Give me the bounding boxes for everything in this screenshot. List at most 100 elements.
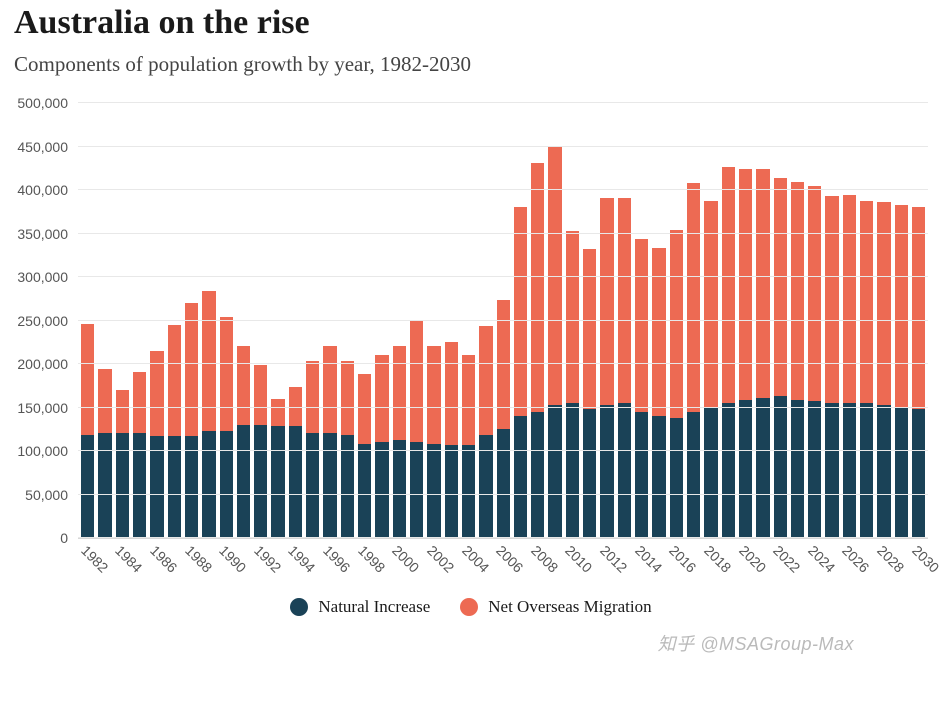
bar-segment-natural-increase [202,431,215,538]
bar: 2000 [393,103,406,538]
x-axis-label: 2008 [528,542,561,575]
bar-segment-net-overseas-migration [652,248,665,416]
x-axis-label: 2018 [701,542,734,575]
gridline [78,537,928,538]
bar: 2014 [635,103,648,538]
bar [202,103,215,538]
bar-segment-net-overseas-migration [756,169,769,398]
x-axis-label: 2026 [840,542,873,575]
bar-segment-natural-increase [652,416,665,538]
bar-segment-natural-increase [548,405,561,538]
bar-segment-net-overseas-migration [358,374,371,444]
bar: 2008 [531,103,544,538]
bar-segment-natural-increase [531,412,544,538]
bar [271,103,284,538]
bar-segment-net-overseas-migration [687,183,700,411]
bar-segment-net-overseas-migration [116,390,129,434]
bar [479,103,492,538]
bar: 2016 [670,103,683,538]
bar: 2006 [497,103,510,538]
bar [168,103,181,538]
bar-segment-net-overseas-migration [220,317,233,430]
bar: 2028 [877,103,890,538]
bar-segment-net-overseas-migration [341,361,354,435]
bar-segment-natural-increase [843,403,856,538]
bar: 2002 [427,103,440,538]
bar [652,103,665,538]
bar-segment-net-overseas-migration [912,207,925,409]
legend-label-net-overseas-migration: Net Overseas Migration [488,597,651,617]
y-axis-label: 200,000 [17,356,78,372]
bar-group: 1982198419861988199019921994199619982000… [78,103,928,538]
bar-segment-natural-increase [410,442,423,538]
y-axis-label: 150,000 [17,400,78,416]
bar-segment-net-overseas-migration [566,231,579,403]
legend: Natural Increase Net Overseas Migration [14,597,928,617]
chart-container: Australia on the rise Components of popu… [0,0,942,712]
x-axis-label: 1986 [147,542,180,575]
bar [98,103,111,538]
bar [756,103,769,538]
bar-segment-net-overseas-migration [739,169,752,400]
bar-segment-net-overseas-migration [393,346,406,440]
bar: 2026 [843,103,856,538]
y-axis-label: 250,000 [17,313,78,329]
x-axis-label: 2006 [493,542,526,575]
bar-segment-natural-increase [427,444,440,538]
bar-segment-natural-increase [670,418,683,538]
x-axis-label: 2002 [424,542,457,575]
bar: 1984 [116,103,129,538]
bar-segment-natural-increase [254,425,267,538]
bar-segment-net-overseas-migration [600,198,613,405]
gridline [78,494,928,495]
bar [825,103,838,538]
bar: 1994 [289,103,302,538]
bar-segment-natural-increase [618,403,631,538]
bar-segment-net-overseas-migration [410,320,423,442]
bar-segment-natural-increase [895,407,908,538]
legend-swatch-net-overseas-migration [460,598,478,616]
x-axis-label: 1994 [286,542,319,575]
x-axis-label: 2014 [632,542,665,575]
bar-segment-net-overseas-migration [895,205,908,407]
bar-segment-net-overseas-migration [618,198,631,403]
legend-label-natural-increase: Natural Increase [318,597,430,617]
bar [514,103,527,538]
bar-segment-net-overseas-migration [531,163,544,412]
bar [618,103,631,538]
bar-segment-natural-increase [566,403,579,538]
y-axis-label: 450,000 [17,139,78,155]
gridline [78,450,928,451]
watermark-brand: 知乎 [658,634,695,654]
bar-segment-natural-increase [687,412,700,538]
bar: 2022 [774,103,787,538]
y-axis-label: 0 [60,530,78,546]
x-axis-label: 2016 [666,542,699,575]
bar-segment-natural-increase [912,409,925,538]
bar-segment-natural-increase [237,425,250,538]
bar-segment-natural-increase [514,416,527,538]
legend-swatch-natural-increase [290,598,308,616]
x-axis-label: 2028 [874,542,907,575]
bar-segment-net-overseas-migration [271,399,284,427]
x-axis-label: 2020 [736,542,769,575]
bar [375,103,388,538]
x-axis-label: 2030 [909,542,942,575]
bar [860,103,873,538]
bar-segment-natural-increase [445,445,458,538]
bar-segment-natural-increase [289,426,302,538]
watermark-user: @MSAGroup-Max [700,634,854,654]
bar [895,103,908,538]
bar [687,103,700,538]
bar: 1990 [220,103,233,538]
bar-segment-natural-increase [774,396,787,538]
bar-segment-net-overseas-migration [254,365,267,424]
bar-segment-net-overseas-migration [670,230,683,417]
bar-segment-net-overseas-migration [81,324,94,435]
bar-segment-natural-increase [877,405,890,538]
bar: 1992 [254,103,267,538]
bar: 1986 [150,103,163,538]
bar-segment-natural-increase [583,409,596,538]
bar-segment-net-overseas-migration [825,196,838,403]
bar-segment-net-overseas-migration [843,195,856,403]
